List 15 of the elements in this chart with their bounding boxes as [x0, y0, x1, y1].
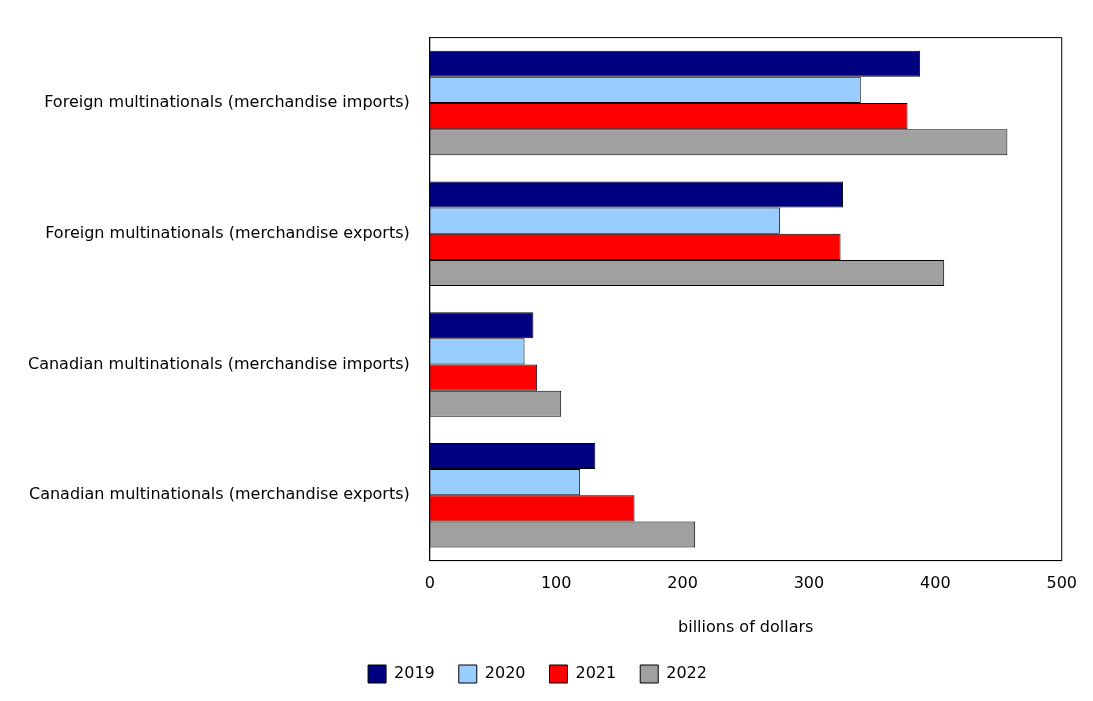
x-tick-label: 100	[540, 573, 572, 593]
legend-label: 2019	[394, 663, 435, 683]
x-tick-label: 300	[793, 573, 825, 593]
x-tick-label: 500	[1046, 573, 1077, 593]
x-axis-title: billions of dollars	[678, 616, 814, 636]
y-tick-label: Canadian multinationals (merchandise imports)	[28, 353, 410, 373]
legend-label: 2020	[484, 663, 526, 683]
x-tick-label: 0	[424, 573, 435, 593]
x-tick-label: 200	[667, 573, 698, 593]
x-tick-label: 400	[920, 573, 951, 593]
y-tick-label: Canadian multinationals (merchandise exports)	[29, 484, 410, 504]
y-tick-label: Foreign multinationals (merchandise exports)	[45, 222, 410, 242]
y-tick-label: Foreign multinationals (merchandise imports)	[44, 92, 410, 112]
legend-label: 2022	[666, 663, 707, 683]
legend-label: 2021	[575, 663, 617, 683]
